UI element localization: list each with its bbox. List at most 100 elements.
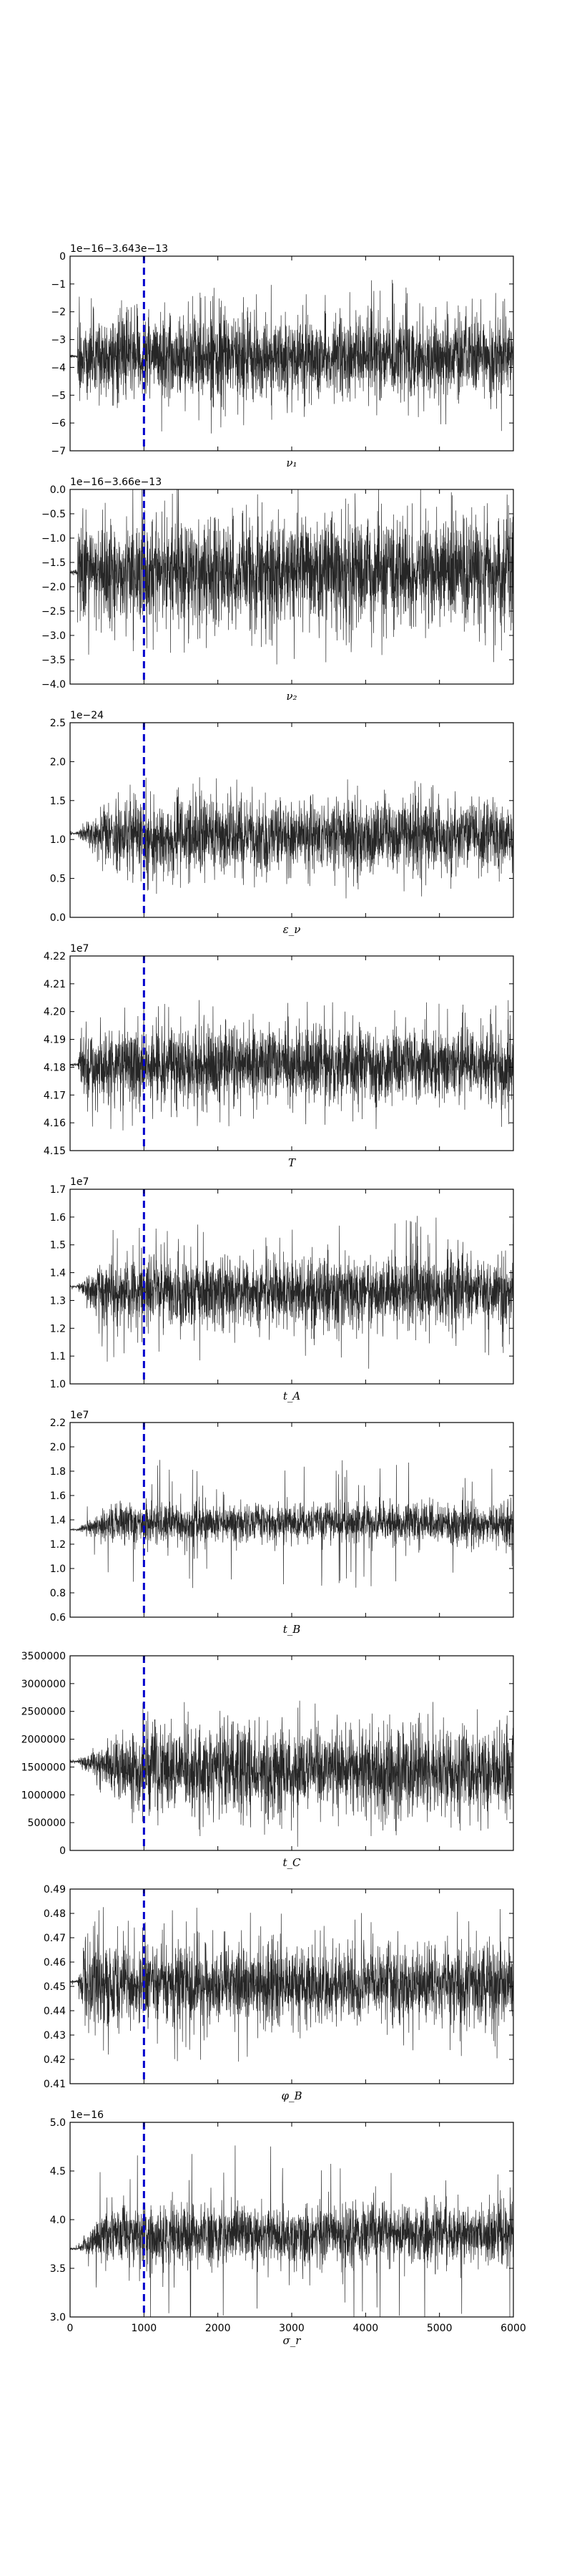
y-tick-label: 4.18 <box>44 1062 66 1073</box>
y-tick-label: 500000 <box>28 1818 66 1829</box>
parameter-label: ε_ν <box>283 923 301 936</box>
axes-frame <box>69 955 514 1151</box>
y-tick-label: 4.0 <box>50 2215 66 2226</box>
parameter-label: σ_r <box>283 2334 302 2347</box>
trace-panel-8: 0.49 0.48 0.47 0.46 0.45 0.44 0.43 0.42 0.41 φ_B <box>44 1884 514 2102</box>
y-tick-label: 2.0 <box>50 756 66 768</box>
y-tick-label: −1.0 <box>41 533 66 545</box>
y-tick-label: 4.20 <box>44 1007 66 1018</box>
y-tick-label: 1.0 <box>50 1563 66 1575</box>
y-tick-label: −2.5 <box>41 606 66 618</box>
parameter-label: ν₂ <box>286 690 297 703</box>
y-tick-label: 0 <box>59 251 66 263</box>
trace-panel-2: 0.0 −0.5 −1.0 −1.5 −2.0 −2.5 −3.0 −3.5 −4.0 1e−16… <box>41 477 514 703</box>
trace-line <box>70 777 513 899</box>
y-tick-label: −5 <box>51 390 66 401</box>
trace-panel-6: 2.2 2.0 1.8 1.6 1.4 1.2 1.0 0.8 0.6 1e7 t_B <box>50 1410 514 1636</box>
axes-frame <box>69 1655 514 1851</box>
y-tick-label: 1.1 <box>50 1351 66 1362</box>
y-tick-label: 2000000 <box>21 1735 66 1746</box>
axis-offset-label: 1e7 <box>70 943 89 955</box>
trace-line <box>70 1000 513 1131</box>
y-tick-label: 3.5 <box>50 2263 66 2275</box>
trace-panel-5: 1.7 1.6 1.5 1.4 1.3 1.2 1.1 1.0 1e7 t_A <box>50 1176 514 1402</box>
y-tick-label: 1.7 <box>50 1184 66 1196</box>
y-tick-label: −4.0 <box>41 679 66 691</box>
trace-line <box>70 1460 513 1589</box>
axis-offset-label: 1e−16−3.66e−13 <box>70 477 162 488</box>
y-tick-label: 0.0 <box>50 484 66 496</box>
trace-line <box>70 280 513 434</box>
trace-panel-7: 3500000 3000000 2500000 2000000 1500000 10000… <box>21 1651 514 1869</box>
y-tick-label: 1.2 <box>50 1323 66 1335</box>
y-tick-label: 0.5 <box>50 874 66 885</box>
parameter-label: φ_B <box>281 2089 302 2102</box>
y-tick-label: −2.0 <box>41 582 66 593</box>
y-tick-label: 0.42 <box>44 2054 66 2066</box>
y-tick-label: 0.48 <box>44 1908 66 1920</box>
y-tick-label: 2.5 <box>50 718 66 729</box>
parameter-label: t_A <box>283 1390 301 1402</box>
y-tick-label: 3.0 <box>50 2312 66 2323</box>
y-tick-label: 0.43 <box>44 2030 66 2041</box>
y-tick-label: 0.0 <box>50 912 66 924</box>
y-tick-label: 0.49 <box>44 1884 66 1896</box>
y-tick-label: 2.0 <box>50 1442 66 1453</box>
y-tick-label: 0.46 <box>44 1957 66 1968</box>
y-tick-label: 4.16 <box>44 1118 66 1129</box>
y-tick-label: 1.4 <box>50 1515 66 1526</box>
axis-offset-label: 1e7 <box>70 1176 89 1188</box>
parameter-label: ν₁ <box>286 457 297 469</box>
x-tick-label: 5000 <box>427 2323 453 2334</box>
y-tick-label: 1.8 <box>50 1466 66 1478</box>
x-tick-label: 3000 <box>279 2323 305 2334</box>
axis-offset-label: 1e−16−3.643e−13 <box>70 243 168 255</box>
y-tick-label: 0.47 <box>44 1933 66 1944</box>
y-tick-label: 0.44 <box>44 2006 66 2017</box>
x-tick-label: 6000 <box>500 2323 526 2334</box>
y-tick-label: 1.0 <box>50 1379 66 1390</box>
y-tick-label: −3.5 <box>41 655 66 666</box>
trace-line <box>70 2145 513 2317</box>
y-tick-label: −3 <box>51 335 66 346</box>
axis-offset-label: 1e−16 <box>70 2109 104 2121</box>
trace-line <box>70 1907 513 2062</box>
trace-line <box>70 1700 513 1847</box>
y-tick-label: 0.41 <box>44 2079 66 2090</box>
y-tick-label: 0 <box>59 1845 66 1857</box>
y-tick-label: 1.5 <box>50 1240 66 1252</box>
trace-panel-1: 0 −1 −2 −3 −4 −5 −6 −7 1e−16−3.643e−13 ν₁ <box>51 243 514 469</box>
x-tick-label: 0 <box>67 2323 74 2334</box>
y-tick-label: 4.22 <box>44 951 66 962</box>
y-tick-label: −7 <box>51 446 66 457</box>
y-tick-label: −1.5 <box>41 557 66 569</box>
x-tick-label: 4000 <box>353 2323 379 2334</box>
y-tick-label: 4.15 <box>44 1146 66 1157</box>
y-tick-label: 2.2 <box>50 1418 66 1429</box>
trace-line <box>70 489 513 665</box>
y-tick-label: 0.45 <box>44 1981 66 1993</box>
y-tick-label: 1.0 <box>50 834 66 846</box>
trace-panel-9: 5.0 4.5 4.0 3.5 3.00 1000 2000 3000 4000 5000 6000… <box>50 2109 526 2347</box>
y-tick-label: −6 <box>51 418 66 429</box>
y-tick-label: 4.21 <box>44 979 66 990</box>
y-tick-label: 1.3 <box>50 1295 66 1307</box>
y-tick-label: 1.4 <box>50 1268 66 1279</box>
y-tick-label: 0.8 <box>50 1588 66 1599</box>
y-tick-label: 1.6 <box>50 1491 66 1502</box>
y-tick-label: −3.0 <box>41 630 66 642</box>
axis-offset-label: 1e−24 <box>70 710 104 721</box>
y-tick-label: 3000000 <box>21 1679 66 1690</box>
parameter-label: T <box>288 1156 296 1169</box>
y-tick-label: 1.6 <box>50 1212 66 1224</box>
trace-line <box>70 1216 513 1369</box>
y-tick-label: 5.0 <box>50 2117 66 2129</box>
parameter-label: t_B <box>283 1623 301 1636</box>
x-tick-label: 1000 <box>132 2323 157 2334</box>
y-tick-label: 3500000 <box>21 1651 66 1662</box>
y-tick-label: 1.2 <box>50 1539 66 1551</box>
y-tick-label: 2500000 <box>21 1707 66 1718</box>
parameter-label: t_C <box>282 1856 301 1869</box>
trace-panel-4: 4.22 4.21 4.20 4.19 4.18 4.17 4.16 4.15 1e7 T <box>44 943 514 1169</box>
